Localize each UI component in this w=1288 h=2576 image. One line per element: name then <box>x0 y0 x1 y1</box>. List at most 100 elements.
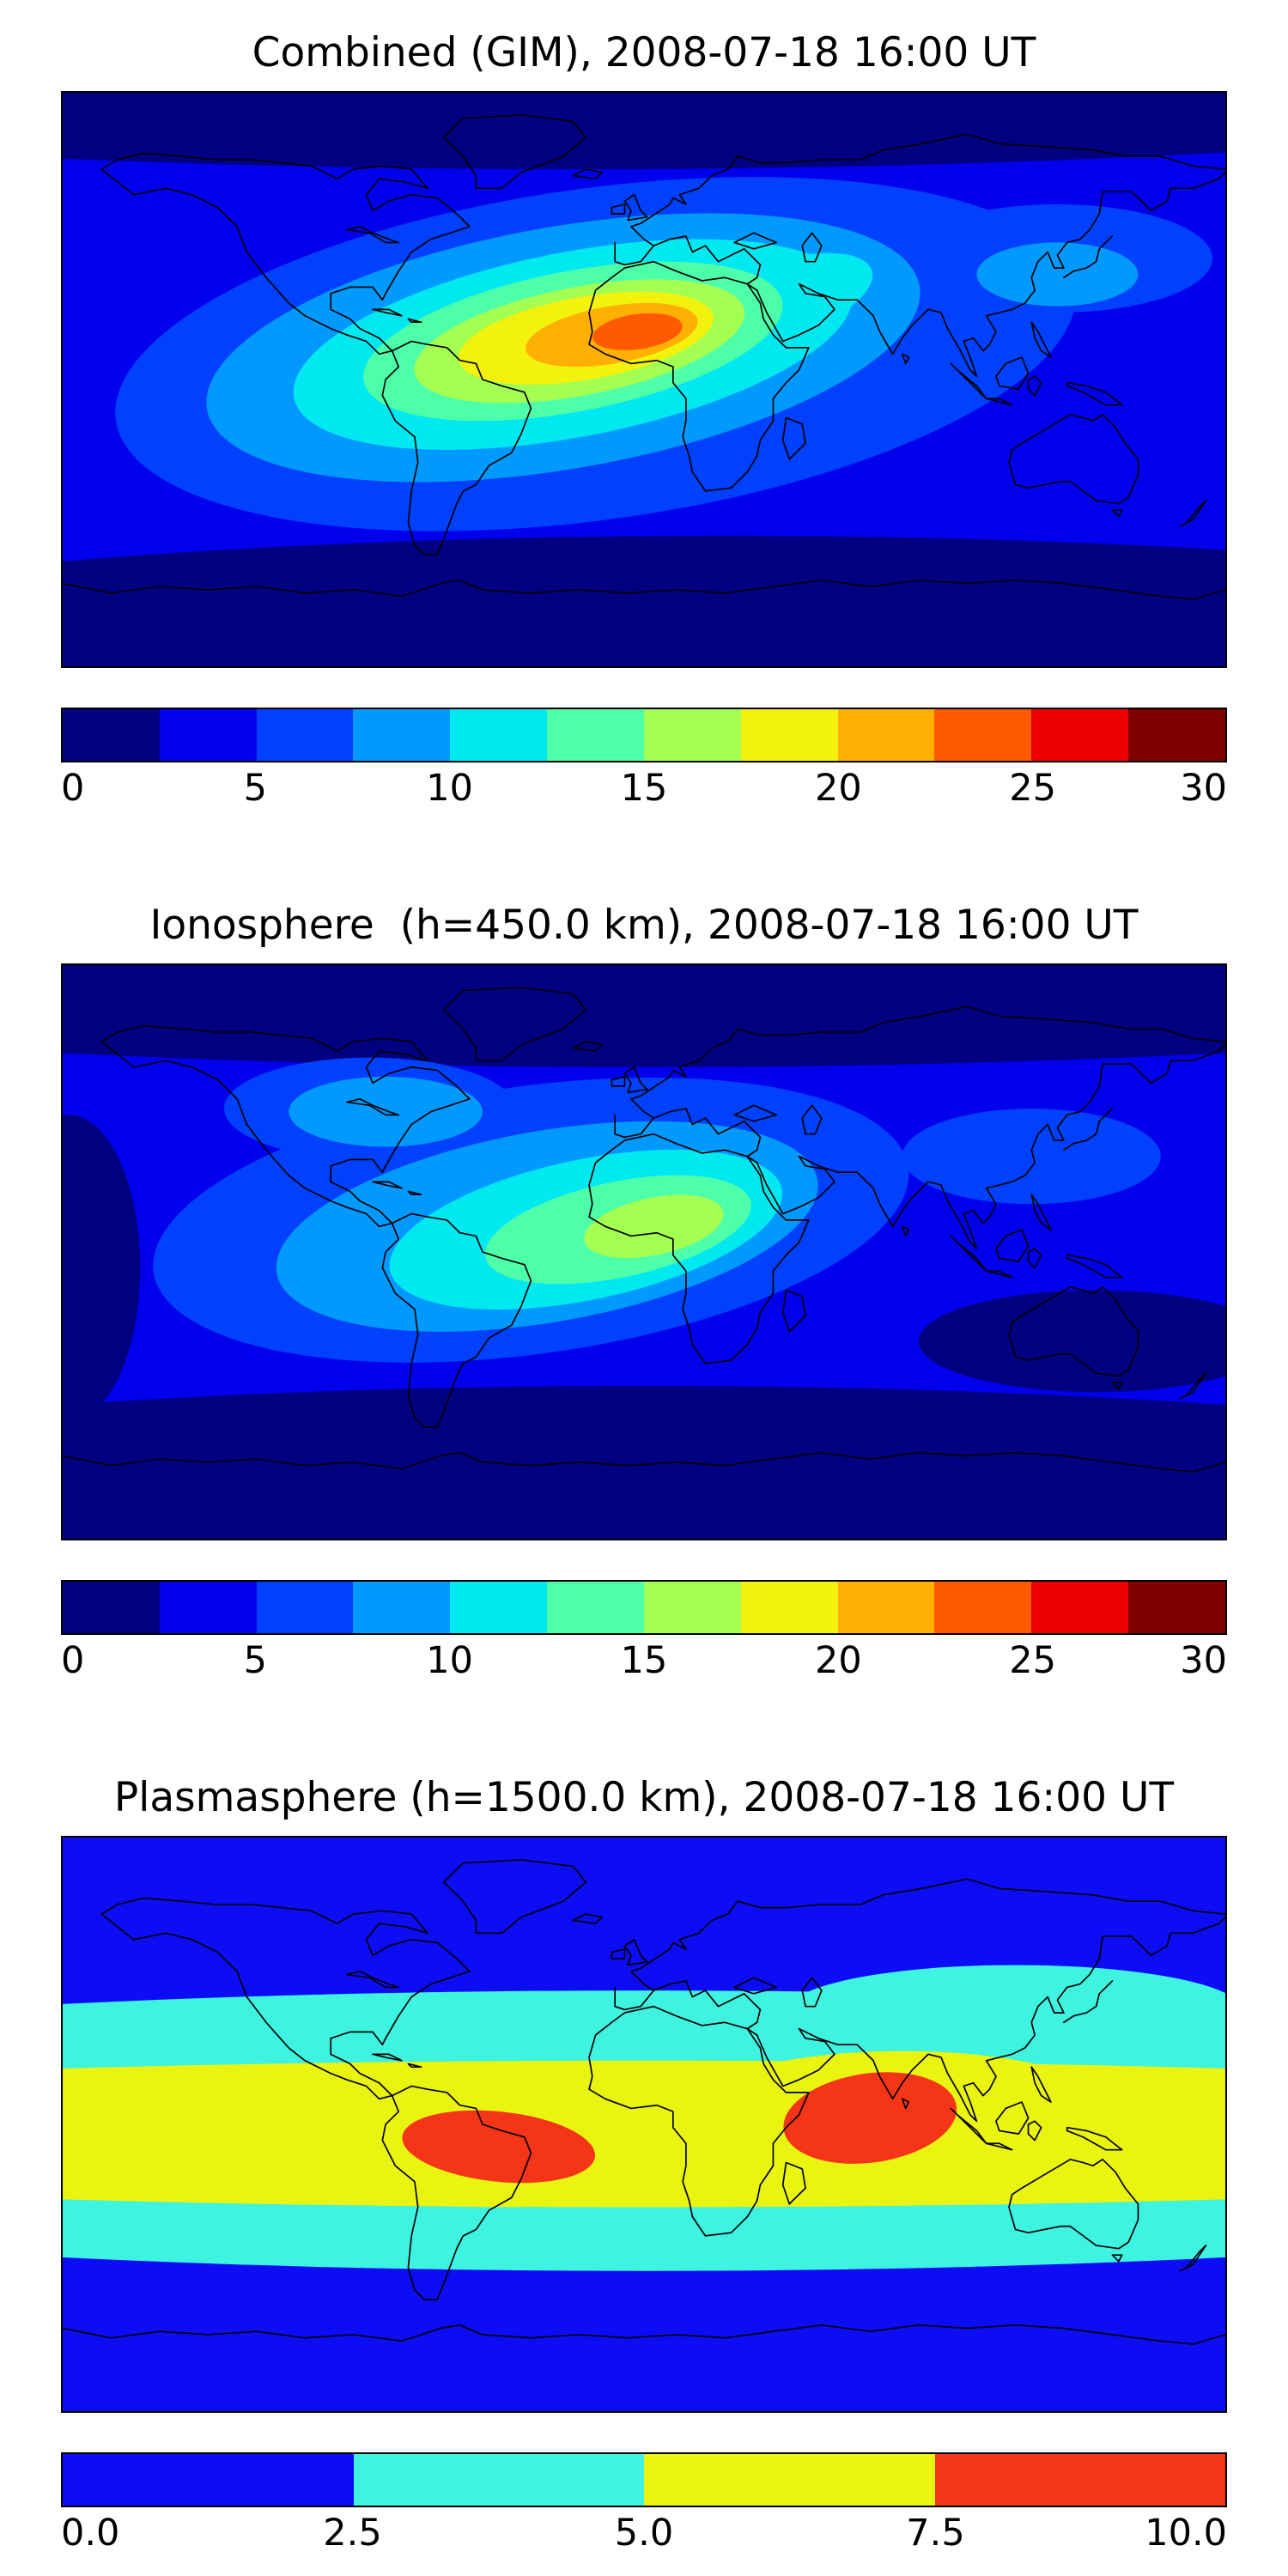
coastline <box>614 1005 1225 1139</box>
coastline <box>1179 2245 1207 2272</box>
coastline <box>572 1913 603 1925</box>
panel-plasmasphere: Plasmasphere (h=1500.0 km), 2008-07-18 1… <box>61 1774 1227 2557</box>
contour-region <box>902 1109 1161 1205</box>
colorbar-tick-label: 25 <box>1009 1639 1057 1682</box>
colorbar-segment <box>63 1582 160 1633</box>
map-frame-plasmasphere <box>61 1836 1227 2413</box>
colorbar-tick-label: 20 <box>814 767 862 810</box>
coastline <box>1066 381 1123 406</box>
panel-title-plasmasphere: Plasmasphere (h=1500.0 km), 2008-07-18 1… <box>113 1774 1175 1821</box>
coastline <box>100 1024 471 1228</box>
coastline <box>1066 2126 1123 2151</box>
coastline <box>653 1980 762 2030</box>
coastline <box>781 1289 806 1333</box>
coastline <box>614 133 1225 266</box>
coastline <box>346 226 400 244</box>
colorbar-tick-label: 30 <box>1180 767 1227 810</box>
coastline <box>1027 1248 1042 1269</box>
colorbar-segment <box>63 709 160 761</box>
colorbar-plasmasphere <box>61 2452 1227 2507</box>
contour-region <box>918 1290 1225 1393</box>
contour-region <box>289 1076 483 1147</box>
coastline <box>1111 509 1123 518</box>
coastline <box>372 2053 403 2062</box>
coastline <box>746 171 1225 378</box>
coastline <box>572 168 603 180</box>
colorbar-segment <box>159 1582 257 1633</box>
coastline <box>588 2005 810 2237</box>
colorbar-segment <box>450 709 548 761</box>
coastline <box>100 152 471 355</box>
coastline <box>442 1859 587 1935</box>
coastline <box>733 1977 778 1995</box>
coastline <box>995 2101 1030 2135</box>
coastline <box>1030 321 1052 358</box>
contour-region <box>783 2072 957 2164</box>
colorbar-tick-label: 5 <box>243 1639 268 1682</box>
coastline <box>1008 413 1139 505</box>
colorbar-ionosphere <box>61 1580 1227 1635</box>
colorbar-segment <box>63 2454 354 2506</box>
coastline <box>372 1181 403 1189</box>
coastline <box>372 308 403 317</box>
colorbar-tick-label: 7.5 <box>906 2512 965 2555</box>
coastline <box>442 114 587 190</box>
coastline <box>407 1190 422 1196</box>
panel-title-ionosphere: Ionosphere (h=450.0 km), 2008-07-18 16:0… <box>149 902 1139 949</box>
coastline <box>1111 1382 1123 1390</box>
colorbar-tick-label: 15 <box>620 1639 668 1682</box>
coastline <box>1030 2066 1052 2103</box>
colorbar-segment <box>1031 1582 1129 1633</box>
coastline <box>1063 235 1114 279</box>
colorbar-tick-label: 2.5 <box>323 2512 382 2555</box>
coastline <box>63 1451 1225 1473</box>
colorbar-tick-label: 10 <box>426 767 474 810</box>
contour-region <box>789 1965 1225 2055</box>
coastline <box>781 2161 806 2205</box>
coastline <box>902 1225 910 1237</box>
coastline <box>1066 1254 1123 1279</box>
coastline <box>801 1104 823 1135</box>
coastline <box>902 2098 910 2110</box>
world-map-combined <box>63 93 1225 666</box>
coastline <box>902 353 910 365</box>
world-map-plasmasphere <box>63 1838 1225 2411</box>
colorbar-tick-label: 10 <box>426 1639 474 1682</box>
contour-region <box>63 93 1225 170</box>
contour-region <box>976 242 1139 307</box>
coastline <box>588 260 810 492</box>
colorbar-segment <box>1128 1582 1225 1633</box>
coastline <box>346 1971 400 1989</box>
contour-region <box>63 1115 141 1421</box>
colorbar-segment <box>644 2454 935 2506</box>
coastline <box>63 2324 1225 2345</box>
coastline <box>381 1212 532 1428</box>
colorbar-ticks-ionosphere: 0 5 10 15 20 25 30 <box>61 1635 1227 1685</box>
colorbar-segment <box>1031 709 1129 761</box>
coastline <box>1111 2254 1123 2263</box>
colorbar-segment <box>1128 709 1225 761</box>
contour-region <box>584 1194 724 1259</box>
coastline <box>1008 2158 1139 2250</box>
colorbar-combined <box>61 708 1227 762</box>
colorbar-tick-label: 25 <box>1009 767 1057 810</box>
coastline <box>653 1108 762 1157</box>
coastline <box>1030 1194 1052 1230</box>
coastline <box>985 2142 1013 2151</box>
colorbar-segment <box>934 709 1032 761</box>
colorbar-ticks-combined: 0 5 10 15 20 25 30 <box>61 762 1227 812</box>
panel-ionosphere: Ionosphere (h=450.0 km), 2008-07-18 16:0… <box>61 902 1227 1685</box>
coastline <box>623 1066 648 1094</box>
coastline <box>1008 1285 1139 1377</box>
panel-combined: Combined (GIM), 2008-07-18 16:00 UT 0 5 10… <box>61 0 1227 812</box>
colorbar-segment <box>353 1582 451 1633</box>
colorbar-segment <box>643 1582 741 1633</box>
contour-region <box>63 965 1225 1067</box>
colorbar-tick-label: 0.0 <box>61 2512 120 2555</box>
coastline <box>63 579 1225 600</box>
colorbar-tick-label: 5.0 <box>614 2512 674 2555</box>
colorbar-tick-label: 15 <box>620 767 668 810</box>
coastline <box>407 2063 422 2069</box>
colorbar-tick-label: 0 <box>61 767 85 810</box>
coastline <box>995 1229 1030 1262</box>
